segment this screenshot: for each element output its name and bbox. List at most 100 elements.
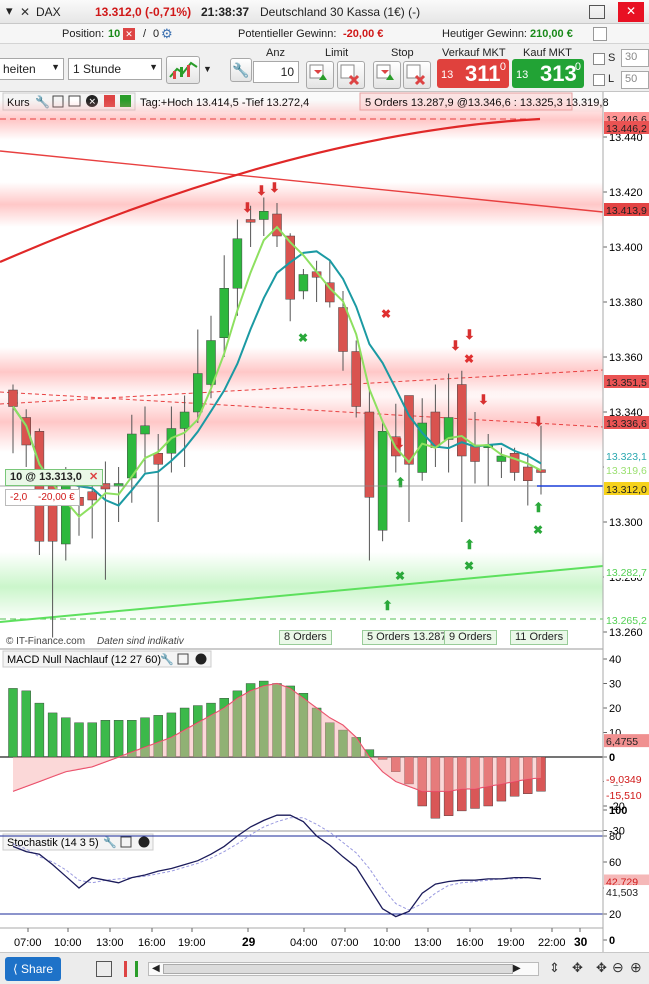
bar-chart-icon[interactable] (124, 961, 138, 977)
price-label-fill (604, 203, 649, 216)
candle-body (232, 238, 243, 289)
symbol-price-change: 13.312,0 (-0,71%) (95, 5, 192, 19)
stop-buy-button[interactable] (373, 61, 401, 89)
panel-toggle[interactable] (593, 27, 607, 41)
chevron-down-icon: ▼ (149, 62, 158, 72)
price-tick-label: 13.440 (609, 132, 643, 144)
channel-line (0, 391, 604, 428)
l-input[interactable]: 50 (621, 71, 649, 89)
chart-type-button[interactable] (166, 56, 200, 84)
zoom-out-icon[interactable]: ⊖ (612, 959, 624, 975)
candle-body (166, 428, 177, 454)
close-window-button[interactable]: ✕ (618, 2, 644, 22)
price-label-fill (604, 416, 649, 429)
l-checkbox[interactable] (593, 74, 605, 86)
stoch-k-line (12, 814, 542, 918)
panel-divider (0, 830, 603, 832)
buy-market-button[interactable]: 13 313 0 (512, 59, 584, 88)
long-ma-curve (0, 117, 541, 264)
s-checkbox[interactable] (593, 53, 605, 65)
chart-type-dropdown-icon[interactable]: ▼ (203, 64, 212, 74)
macd-bar (206, 702, 216, 758)
calendar-icon[interactable] (96, 961, 112, 977)
price-tick-label: 13.420 (609, 187, 643, 199)
macd-bar (245, 683, 256, 758)
stop-label: Stop (391, 47, 414, 59)
menu-icon[interactable]: ▾ (6, 3, 13, 18)
macd-bar (496, 756, 507, 802)
limit-buy-button[interactable] (306, 61, 334, 89)
price-label: 13.351,5 (606, 377, 647, 389)
chevron-down-icon: ▼ (51, 62, 60, 72)
time-axis: 07:00 10:00 13:00 16:00 19:00 29 04:00 07:00 10:… (0, 927, 603, 949)
interval-select[interactable]: 1 Stunde ▼ (68, 58, 162, 80)
sell-arrow-icon: ⬇ (478, 392, 489, 407)
sell-arrow-icon: ⬇ (269, 180, 280, 195)
limit-sell-button[interactable] (337, 61, 365, 89)
position-tag[interactable]: 10 @ 13.313,0 ✕ (5, 469, 104, 486)
order-tag[interactable]: 11 Orders (510, 630, 569, 645)
chart-svg[interactable]: Kurs 🔧 ✕ Tag:+Hoch 13.414,5 -Tief 13.272… (0, 92, 649, 952)
stoch-label-bg (604, 874, 649, 888)
sell-market-button[interactable]: 13 311 0 (437, 59, 509, 88)
candle-body (219, 288, 229, 338)
buy-price-small: 13 (516, 69, 529, 81)
price-label-fill (604, 375, 649, 388)
candle-body (193, 373, 203, 413)
resistance-band (0, 182, 603, 227)
position-pl-points: -2,0 (10, 492, 28, 503)
macd-tick-label: 20 (609, 703, 621, 715)
stoch-tick-label: 0 (609, 935, 615, 947)
candle-body (272, 213, 282, 237)
price-label: 13.282,7 (606, 567, 647, 579)
unit-select-value: heiten (3, 62, 36, 76)
macd-bar (113, 720, 124, 758)
candle-body (443, 417, 454, 440)
buy-arrow-icon: ⬆ (395, 475, 406, 490)
s-input[interactable]: 30 (621, 49, 649, 67)
quantity-input[interactable]: 10 (253, 61, 299, 83)
wrench-icon[interactable]: 🔧 (103, 835, 117, 849)
macd-bar (232, 690, 243, 758)
wrench-icon[interactable]: 🔧 (160, 652, 174, 666)
restore-window-button[interactable] (589, 5, 605, 19)
wrench-button[interactable]: 🔧 (230, 58, 252, 82)
lock-icon[interactable] (177, 653, 189, 665)
macd-label-bg (604, 787, 649, 801)
orders-value: 0 (153, 28, 160, 40)
position-value: 10 (108, 28, 121, 40)
buy-arrow-icon: ⬆ (533, 500, 544, 515)
buy-arrow-icon: ⬆ (464, 537, 475, 552)
reset-zoom-icon[interactable]: ✥ (596, 960, 607, 975)
unit-select[interactable]: heiten ▼ (0, 58, 64, 80)
candle-body (417, 422, 427, 473)
macd-value-label: -15,510 (606, 790, 642, 802)
scroll-left-icon[interactable]: ◀ (152, 963, 160, 974)
fit-height-icon[interactable]: ⇕ (549, 960, 560, 975)
zoom-in-icon[interactable]: ⊕ (630, 959, 642, 975)
sell-price-decimal: 0 (499, 61, 506, 73)
lock-icon[interactable] (120, 836, 132, 848)
fit-all-icon[interactable]: ✥ (572, 960, 583, 975)
candle-body (364, 411, 375, 498)
candle-body (496, 455, 507, 462)
close-icon[interactable]: ✕ (20, 5, 31, 19)
scroll-right-icon[interactable]: ▶ (513, 963, 521, 974)
buy-fill-icon: ✖ (464, 559, 474, 573)
order-tag[interactable]: 5 Orders 13.287,1 (362, 630, 461, 645)
close-position-button[interactable]: ✕ (123, 28, 135, 40)
chart-area: Kurs 🔧 ✕ Tag:+Hoch 13.414,5 -Tief 13.272… (0, 92, 649, 952)
macd-bar (391, 756, 401, 772)
close-position-icon[interactable]: ✕ (88, 471, 99, 483)
close-panel-icon[interactable] (195, 653, 207, 665)
order-tag[interactable]: 8 Orders (279, 630, 332, 645)
horizontal-scrollbar[interactable]: ◀ ▶ (148, 962, 539, 976)
share-button[interactable]: ⟨ Share (5, 957, 61, 981)
order-tag[interactable]: 9 Orders (444, 630, 497, 645)
settings-icon[interactable]: ⚙ (161, 26, 173, 41)
scrollbar-thumb[interactable] (163, 964, 513, 974)
stop-sell-button[interactable] (403, 61, 431, 89)
close-panel-icon[interactable] (138, 836, 150, 848)
candle-body (338, 307, 348, 352)
panel-divider (0, 648, 603, 650)
